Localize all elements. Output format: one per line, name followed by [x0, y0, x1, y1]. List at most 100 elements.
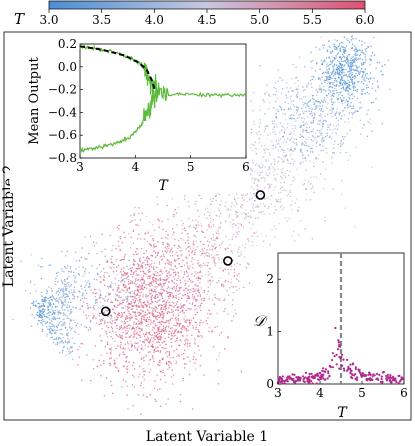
scatter-point — [66, 287, 68, 290]
scatter-point — [166, 242, 169, 244]
colorbar-tick-label: 4.0 — [145, 13, 164, 27]
scatter-point — [119, 259, 122, 262]
scatter-point — [253, 232, 256, 235]
scatter-point — [252, 202, 255, 205]
scatter-point — [155, 282, 158, 285]
scatter-point — [188, 245, 190, 248]
scatter-point — [158, 219, 160, 222]
scatter-point — [66, 265, 69, 267]
scatter-point — [361, 76, 363, 79]
scatter-point — [235, 285, 237, 288]
scatter-point — [307, 136, 310, 139]
scatter-point — [125, 291, 127, 293]
inset2-point — [347, 365, 350, 368]
scatter-point — [192, 219, 194, 222]
scatter-point — [133, 282, 136, 284]
scatter-point — [194, 253, 196, 256]
scatter-point — [141, 262, 144, 264]
scatter-point — [241, 207, 243, 209]
scatter-point — [20, 260, 22, 262]
scatter-point — [341, 56, 343, 58]
scatter-point — [293, 118, 295, 120]
scatter-point — [271, 122, 274, 124]
scatter-point — [89, 235, 92, 238]
scatter-point — [144, 311, 147, 314]
scatter-point — [302, 128, 304, 131]
scatter-point — [51, 299, 54, 301]
scatter-point — [167, 310, 169, 313]
scatter-point — [316, 101, 319, 103]
scatter-point — [155, 324, 158, 327]
scatter-point — [96, 272, 99, 274]
scatter-point — [173, 335, 175, 338]
scatter-point — [177, 247, 179, 250]
scatter-point — [199, 309, 202, 312]
scatter-point — [302, 96, 305, 98]
scatter-point — [46, 316, 48, 318]
scatter-point — [199, 282, 201, 284]
scatter-point — [277, 139, 280, 141]
scatter-point — [123, 286, 126, 288]
scatter-point — [178, 296, 181, 299]
scatter-point — [126, 368, 129, 371]
scatter-point — [310, 51, 312, 54]
scatter-point — [185, 309, 188, 312]
scatter-point — [240, 370, 243, 373]
scatter-point — [202, 250, 204, 252]
scatter-point — [52, 303, 55, 306]
scatter-point — [41, 318, 44, 321]
scatter-point — [116, 335, 118, 337]
scatter-point — [129, 295, 132, 297]
scatter-point — [338, 82, 341, 84]
scatter-point — [138, 327, 140, 329]
scatter-point — [44, 321, 46, 323]
scatter-point — [326, 63, 328, 65]
scatter-point — [198, 264, 200, 267]
inset2-point — [311, 375, 314, 378]
scatter-point — [174, 317, 177, 320]
inset2-xtick-label: 6 — [400, 386, 408, 400]
scatter-point — [104, 299, 106, 302]
scatter-point — [253, 123, 255, 125]
scatter-point — [250, 172, 252, 175]
scatter-point — [333, 143, 335, 145]
scatter-point — [359, 72, 362, 74]
scatter-point — [110, 353, 112, 355]
scatter-point — [326, 65, 328, 68]
scatter-point — [145, 215, 148, 218]
scatter-point — [260, 193, 263, 195]
scatter-point — [351, 63, 353, 65]
scatter-point — [174, 289, 177, 292]
scatter-point — [232, 291, 235, 294]
scatter-point — [349, 76, 352, 79]
scatter-point — [146, 295, 149, 298]
inset1-frame — [79, 43, 247, 159]
scatter-point — [173, 332, 176, 334]
scatter-point — [250, 99, 252, 102]
scatter-point — [329, 135, 332, 137]
scatter-point — [273, 163, 276, 165]
scatter-point — [48, 286, 50, 288]
scatter-point — [376, 61, 379, 63]
scatter-point — [363, 52, 365, 55]
inset2-point — [334, 326, 337, 330]
scatter-point — [333, 82, 335, 84]
scatter-point — [97, 273, 99, 276]
scatter-point — [302, 184, 304, 186]
scatter-point — [110, 349, 113, 352]
scatter-point — [363, 124, 365, 126]
scatter-point — [342, 86, 344, 89]
scatter-point — [206, 248, 208, 251]
scatter-point — [337, 119, 340, 122]
scatter-point — [302, 161, 305, 163]
scatter-point — [75, 307, 77, 309]
scatter-point — [96, 292, 98, 295]
scatter-point — [108, 266, 111, 268]
scatter-point — [355, 76, 357, 78]
scatter-point — [323, 59, 326, 61]
scatter-point — [241, 212, 243, 214]
scatter-point — [139, 300, 141, 302]
scatter-point — [210, 217, 212, 220]
scatter-point — [162, 300, 165, 302]
scatter-point — [344, 121, 346, 123]
